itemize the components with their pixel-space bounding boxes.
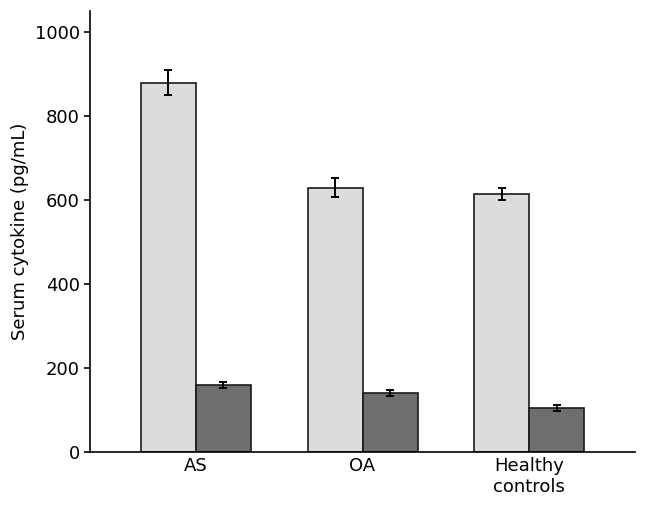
Y-axis label: Serum cytokine (pg/mL): Serum cytokine (pg/mL) <box>11 123 29 340</box>
Bar <box>362 393 417 452</box>
Bar <box>196 385 251 452</box>
Bar <box>307 188 362 452</box>
Bar <box>474 194 529 452</box>
Bar <box>529 408 584 452</box>
Bar <box>141 83 196 452</box>
